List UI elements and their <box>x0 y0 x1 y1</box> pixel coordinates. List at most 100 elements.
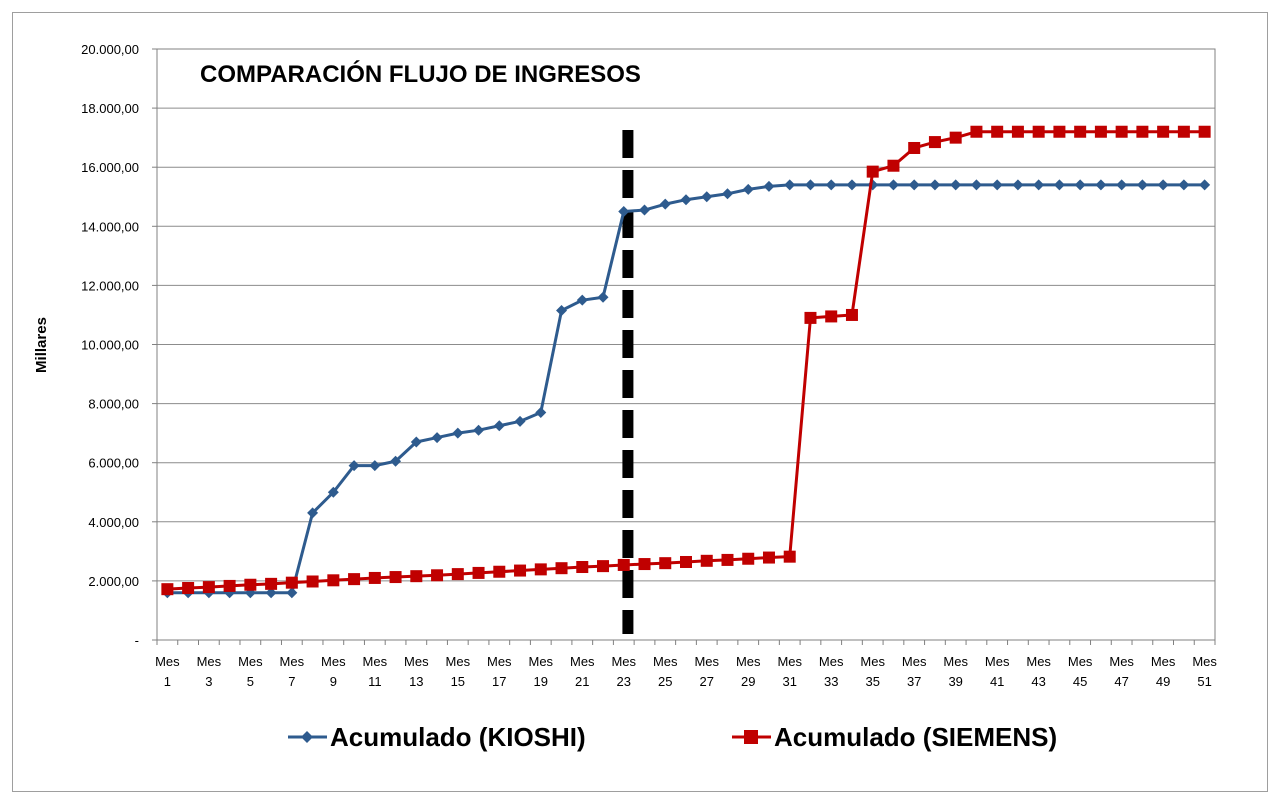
data-point-siemens <box>1115 125 1128 138</box>
y-tick-label: 6.000,00 <box>88 456 139 471</box>
data-point-kioshi <box>846 179 858 191</box>
data-point-siemens <box>1074 125 1087 138</box>
x-tick-label: Mes 51 <box>1192 654 1217 689</box>
x-tick-label: Mes 15 <box>446 654 471 689</box>
data-point-kioshi <box>639 204 651 216</box>
data-point-siemens <box>659 557 672 570</box>
y-tick-label: 20.000,00 <box>81 42 139 57</box>
data-point-kioshi <box>1033 179 1045 191</box>
legend-label-kioshi: Acumulado (KIOSHI) <box>330 722 586 752</box>
data-point-kioshi <box>825 179 837 191</box>
data-point-siemens <box>327 574 340 587</box>
data-point-kioshi <box>970 179 982 191</box>
data-point-siemens <box>887 159 900 172</box>
legend-item-kioshi[interactable]: Acumulado (KIOSHI) <box>288 722 586 752</box>
data-point-kioshi <box>348 460 360 472</box>
data-point-kioshi <box>514 415 526 427</box>
data-point-siemens <box>928 136 941 149</box>
data-point-siemens <box>202 581 215 594</box>
data-point-siemens <box>431 569 444 582</box>
data-point-siemens <box>493 565 506 578</box>
data-point-kioshi <box>659 198 671 210</box>
legend-marker-kioshi <box>301 731 313 743</box>
y-tick-label: 18.000,00 <box>81 101 139 116</box>
data-point-siemens <box>825 310 838 323</box>
data-point-kioshi <box>369 460 381 472</box>
data-point-siemens <box>908 141 921 154</box>
y-tick-label: 8.000,00 <box>88 397 139 412</box>
x-tick-label: Mes 35 <box>860 654 885 689</box>
data-point-kioshi <box>784 179 796 191</box>
axes <box>152 48 1216 645</box>
legend-item-siemens[interactable]: Acumulado (SIEMENS) <box>732 722 1057 752</box>
data-point-siemens <box>555 562 568 575</box>
data-point-siemens <box>680 555 692 568</box>
data-point-siemens <box>762 551 775 564</box>
data-point-kioshi <box>721 188 733 200</box>
data-point-siemens <box>1053 125 1066 138</box>
data-point-siemens <box>783 550 796 563</box>
x-tick-label: Mes 43 <box>1026 654 1051 689</box>
data-point-siemens <box>472 566 485 579</box>
series-layer <box>161 125 1211 599</box>
legend-marker-siemens <box>744 730 758 744</box>
data-point-kioshi <box>1136 179 1148 191</box>
y-tick-label: 16.000,00 <box>81 160 139 175</box>
x-tick-label: Mes 21 <box>570 654 595 689</box>
data-point-siemens <box>721 553 734 566</box>
chart-frame <box>12 12 1268 792</box>
data-point-kioshi <box>763 180 775 192</box>
data-point-kioshi <box>908 179 920 191</box>
data-point-siemens <box>742 552 755 565</box>
legend-label-siemens: Acumulado (SIEMENS) <box>774 722 1057 752</box>
data-point-siemens <box>866 165 879 178</box>
x-tick-label: Mes 17 <box>487 654 512 689</box>
x-tick-label: Mes 3 <box>197 654 222 689</box>
x-tick-label: Mes 33 <box>819 654 844 689</box>
x-tick-label: Mes 37 <box>902 654 927 689</box>
data-point-kioshi <box>473 424 485 436</box>
data-point-siemens <box>845 308 858 321</box>
data-point-siemens <box>410 570 423 583</box>
x-tick-label: Mes 49 <box>1151 654 1176 689</box>
x-tick-label: Mes 45 <box>1068 654 1093 689</box>
data-point-siemens <box>700 554 713 567</box>
data-point-kioshi <box>576 294 588 306</box>
data-point-siemens <box>514 564 527 577</box>
data-point-kioshi <box>618 206 630 218</box>
data-point-kioshi <box>493 420 505 432</box>
data-point-siemens <box>306 575 319 588</box>
y-axis-title: Millares <box>33 317 50 373</box>
data-point-kioshi <box>1053 179 1065 191</box>
data-point-siemens <box>1157 125 1170 138</box>
x-tick-label: Mes 41 <box>985 654 1010 689</box>
data-point-siemens <box>638 558 651 571</box>
data-point-kioshi <box>556 305 568 317</box>
data-point-siemens <box>182 581 195 594</box>
data-point-siemens <box>576 561 589 574</box>
data-point-siemens <box>1136 125 1149 138</box>
x-tick-label: Mes 27 <box>694 654 719 689</box>
data-point-kioshi <box>307 507 319 519</box>
y-tick-label: 14.000,00 <box>81 219 139 234</box>
data-point-kioshi <box>950 179 962 191</box>
x-tick-label: Mes 47 <box>1109 654 1134 689</box>
data-point-siemens <box>1094 125 1107 138</box>
data-point-siemens <box>1198 125 1211 138</box>
data-point-kioshi <box>452 427 464 439</box>
data-point-siemens <box>285 576 298 589</box>
y-tick-label: - <box>135 633 139 648</box>
y-tick-label: 10.000,00 <box>81 338 139 353</box>
data-point-kioshi <box>887 179 899 191</box>
series-line-0 <box>167 183 1205 595</box>
data-point-siemens <box>617 558 630 571</box>
chart-title: COMPARACIÓN FLUJO DE INGRESOS <box>200 60 641 88</box>
x-tick-label: Mes 19 <box>529 654 554 689</box>
data-point-kioshi <box>1116 179 1128 191</box>
x-tick-label: Mes 31 <box>777 654 802 689</box>
data-point-kioshi <box>1199 179 1211 191</box>
data-point-kioshi <box>1157 179 1169 191</box>
data-point-kioshi <box>535 406 547 418</box>
x-tick-label: Mes 5 <box>238 654 263 689</box>
x-tick-label: Mes 29 <box>736 654 761 689</box>
